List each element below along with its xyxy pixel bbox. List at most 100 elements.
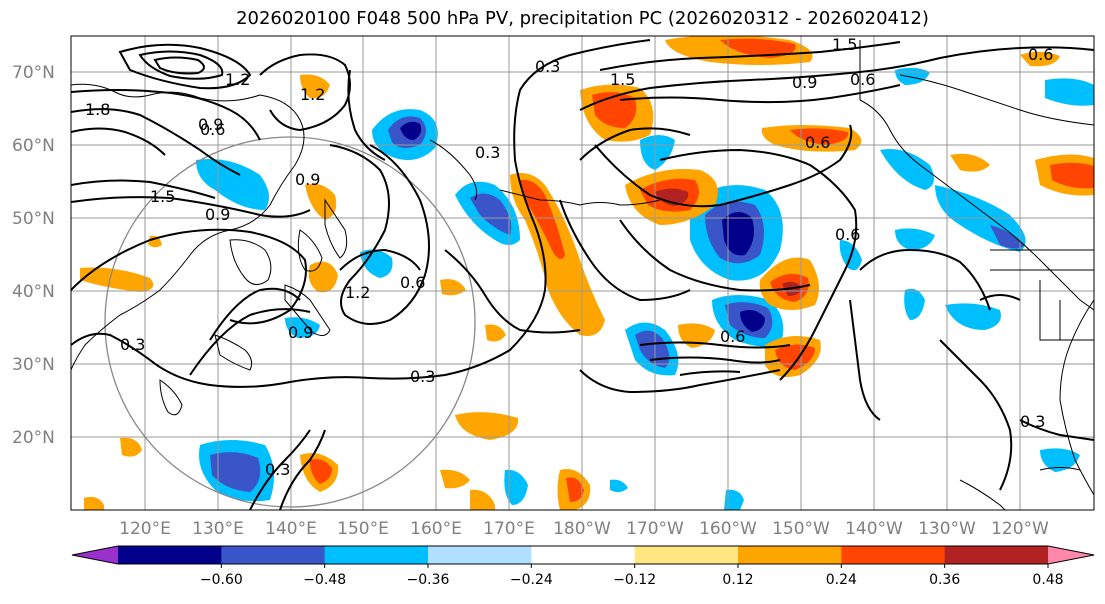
colorbar-segment <box>221 546 326 564</box>
contour-label: 0.3 <box>120 335 145 354</box>
lon-label: 150°W <box>772 519 830 539</box>
contour-label: 0.9 <box>288 323 313 342</box>
precip-blob-neg <box>1045 78 1094 106</box>
lat-label: 50°N <box>12 209 55 229</box>
precip-blob-pos <box>950 153 990 172</box>
lon-label: 180°W <box>553 519 611 539</box>
precip-blob-pos <box>1020 51 1060 67</box>
precip-blob-pos <box>455 412 519 440</box>
precip-blob-neg <box>196 159 269 210</box>
colorbar-extend-min <box>72 546 118 564</box>
contour-label: 1.2 <box>345 283 370 302</box>
precip-blob-neg-core2 <box>400 121 422 140</box>
precip-blob-neg-core <box>470 193 512 235</box>
precip-blob-pos-core <box>720 38 796 58</box>
lon-label: 140°W <box>845 519 903 539</box>
contour-label: 0.9 <box>295 170 320 189</box>
precip-blob-neg-core <box>990 225 1025 249</box>
colorbar-outline <box>71 545 1095 565</box>
lon-label: 120°W <box>991 519 1049 539</box>
contour-labels: 1.5 0.3 0.6 0.9 1.2 1.8 1.5 0.9 1.2 0.6 … <box>85 35 1053 479</box>
colorbar-segment <box>841 546 946 564</box>
contour-label: 1.2 <box>300 85 325 104</box>
precip-blob-pos-core <box>310 459 332 484</box>
precip-blob-pos <box>485 324 506 342</box>
precip-blob-pos-core <box>520 179 565 259</box>
lon-label: 170°W <box>626 519 684 539</box>
precip-blob-pos <box>84 496 104 510</box>
colorbar-tick-label: 0.48 <box>1032 572 1063 588</box>
lat-label: 70°N <box>12 63 55 83</box>
contour-label: 1.8 <box>85 100 110 119</box>
contour-label: 1.5 <box>832 35 857 54</box>
colorbar-tick-label: −0.36 <box>407 572 450 588</box>
contour-label: 0.9 <box>792 73 817 92</box>
lat-label: 40°N <box>12 282 55 302</box>
precip-blob-neg <box>724 489 744 510</box>
colorbar-tick-label: −0.24 <box>510 572 553 588</box>
contour-label: 1.2 <box>225 70 250 89</box>
precip-blob-neg <box>640 135 675 170</box>
lon-label: 150°E <box>337 519 389 539</box>
colorbar-tick-label: −0.60 <box>200 572 243 588</box>
lon-label: 130°E <box>192 519 244 539</box>
colorbar-segment <box>738 546 842 564</box>
precip-blob-neg-core <box>210 452 261 492</box>
lon-label: 130°W <box>918 519 976 539</box>
contour-label: 0.3 <box>265 460 290 479</box>
precip-blob-pos <box>470 489 495 510</box>
contour-label: 0.9 <box>205 205 230 224</box>
contour-label: 0.3 <box>535 57 560 76</box>
longitude-labels: 120°E 130°E 140°E 150°E 160°E 170°E 180°… <box>119 519 1049 539</box>
colorbar-extend-max <box>1048 546 1094 564</box>
colorbar: −0.60 −0.48 −0.36 −0.24 −0.12 0.12 0.24 0.36 0.4… <box>71 545 1095 588</box>
lon-label: 160°E <box>410 519 462 539</box>
lon-label: 170°E <box>483 519 535 539</box>
precip-blob-pos <box>305 183 337 220</box>
lat-label: 20°N <box>12 428 55 448</box>
contour-label: 0.6 <box>1028 45 1053 64</box>
lat-label: 60°N <box>12 136 55 156</box>
contour-label: 1.5 <box>150 187 175 206</box>
lon-label: 160°W <box>699 519 757 539</box>
contour-label: 0.6 <box>850 70 875 89</box>
colorbar-segment <box>634 546 739 564</box>
pv-contours <box>71 39 1094 510</box>
precip-blob-neg <box>895 228 935 250</box>
colorbar-tick-label: −0.48 <box>303 572 346 588</box>
contour-label: 0.6 <box>400 273 425 292</box>
colorbar-tick-label: 0.12 <box>722 572 753 588</box>
precip-blob-neg <box>1040 448 1080 472</box>
precip-blob-neg <box>904 288 925 320</box>
precip-blob-pos-core <box>790 128 849 145</box>
map-title: 2026020100 F048 500 hPa PV, precipitatio… <box>236 8 929 29</box>
colorbar-tick-label: −0.12 <box>613 572 656 588</box>
precip-blob-neg-core2 <box>722 211 754 256</box>
contour-label: 0.3 <box>1020 412 1045 431</box>
coastlines <box>71 40 1094 510</box>
precip-blob-pos-core <box>1050 162 1094 189</box>
lon-label: 120°E <box>119 519 171 539</box>
colorbar-segment <box>944 546 1049 564</box>
colorbar-tick-label: 0.36 <box>929 572 960 588</box>
contour-label: 1.5 <box>610 70 635 89</box>
precip-blob-neg <box>504 469 528 505</box>
precip-blob-neg-core2 <box>740 310 765 332</box>
gridlines <box>71 36 1094 510</box>
precip-blob-pos <box>440 469 470 489</box>
precip-blob-pos <box>300 74 330 99</box>
colorbar-segment <box>428 546 532 564</box>
contour-label: 0.6 <box>805 133 830 152</box>
contour-label: 0.9 <box>198 115 223 134</box>
precip-blob-pos-core <box>566 477 584 502</box>
precip-blob-neg <box>610 479 628 493</box>
colorbar-segment <box>531 546 636 564</box>
colorbar-segment <box>118 546 222 564</box>
contour-label: 0.6 <box>720 327 745 346</box>
contour-label: 0.6 <box>200 120 225 139</box>
precip-blob-neg <box>285 317 320 338</box>
precip-blob-neg <box>880 149 934 190</box>
contour-label: 0.6 <box>835 225 860 244</box>
latitude-labels: 70°N 60°N 50°N 40°N 30°N 20°N <box>12 63 55 448</box>
